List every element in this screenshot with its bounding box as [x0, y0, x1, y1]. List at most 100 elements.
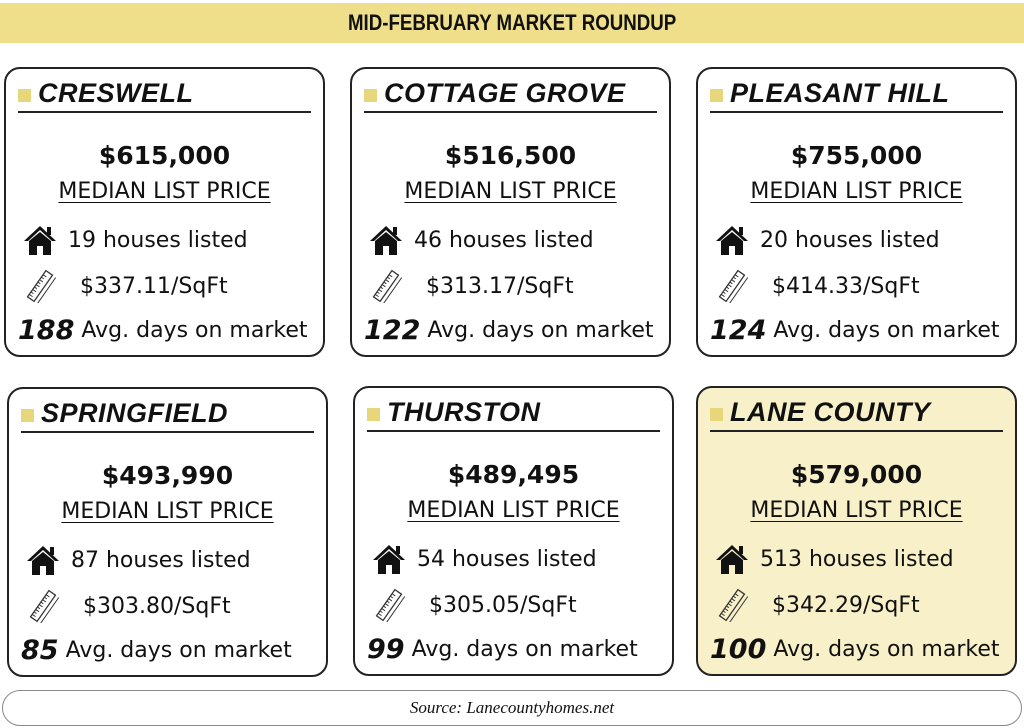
area-name: COTTAGE GROVE	[384, 77, 626, 108]
houses-listed: 20 houses listed	[760, 227, 940, 253]
card-header: LANE COUNTY	[710, 394, 1003, 432]
median-price-label-wrap: MEDIAN LIST PRICE	[355, 498, 672, 523]
ruler-icon	[25, 589, 61, 624]
median-price-label: MEDIAN LIST PRICE	[404, 179, 617, 204]
median-price-label: MEDIAN LIST PRICE	[58, 179, 271, 204]
card-header: CRESWELL	[18, 75, 311, 113]
price-per-sqft: $342.29/SqFt	[772, 592, 920, 618]
area-name: LANE COUNTY	[730, 396, 931, 427]
median-price-label-wrap: MEDIAN LIST PRICE	[698, 498, 1015, 523]
houses-row: 54 houses listed	[371, 542, 664, 576]
median-price: $615,000	[98, 141, 231, 170]
title-banner: MID-FEBRUARY MARKET ROUNDUP	[0, 3, 1024, 43]
square-bullet-icon	[364, 88, 377, 102]
median-price: $493,990	[101, 461, 234, 490]
houses-row: 46 houses listed	[368, 223, 661, 257]
sqft-row: $414.33/SqFt	[714, 269, 1007, 304]
ruler-icon	[368, 269, 404, 304]
days-on-market: 124	[710, 315, 767, 346]
source-text: Source: Lanecountyhomes.net	[409, 698, 615, 717]
days-on-market: 99	[367, 634, 405, 665]
median-price-label-wrap: MEDIAN LIST PRICE	[6, 179, 323, 204]
square-bullet-icon	[710, 88, 723, 102]
market-card: COTTAGE GROVE $516,500 MEDIAN LIST PRICE…	[350, 67, 671, 357]
median-price: $579,000	[790, 460, 923, 489]
houses-row: 513 houses listed	[714, 542, 1007, 576]
houses-listed: 19 houses listed	[68, 227, 248, 253]
card-header: PLEASANT HILL	[710, 75, 1003, 113]
price-per-sqft: $414.33/SqFt	[772, 273, 920, 299]
market-card: CRESWELL $615,000 MEDIAN LIST PRICE 19 h…	[4, 67, 325, 357]
days-on-market: 188	[18, 315, 75, 346]
card-header: COTTAGE GROVE	[364, 75, 657, 113]
price-per-sqft: $303.80/SqFt	[83, 593, 231, 619]
houses-row: 20 houses listed	[714, 223, 1007, 257]
area-name: THURSTON	[387, 396, 541, 427]
days-on-market: 100	[710, 634, 767, 665]
house-icon	[22, 223, 58, 257]
houses-row: 19 houses listed	[22, 223, 315, 257]
market-card: LANE COUNTY $579,000 MEDIAN LIST PRICE 5…	[696, 386, 1017, 676]
market-card: SPRINGFIELD $493,990 MEDIAN LIST PRICE 8…	[7, 387, 328, 677]
square-bullet-icon	[21, 408, 34, 422]
days-row: 85 Avg. days on market	[21, 635, 318, 666]
area-name: CRESWELL	[38, 77, 194, 108]
days-label: Avg. days on market	[65, 638, 292, 663]
median-price: $755,000	[790, 141, 923, 170]
square-bullet-icon	[710, 407, 723, 421]
days-label: Avg. days on market	[773, 637, 1000, 662]
median-price-label: MEDIAN LIST PRICE	[407, 498, 620, 523]
area-name: SPRINGFIELD	[41, 397, 229, 428]
median-price-label-wrap: MEDIAN LIST PRICE	[352, 179, 669, 204]
houses-listed: 54 houses listed	[417, 546, 597, 572]
days-row: 122 Avg. days on market	[364, 315, 661, 346]
market-card: PLEASANT HILL $755,000 MEDIAN LIST PRICE…	[696, 67, 1017, 357]
page-title: MID-FEBRUARY MARKET ROUNDUP	[347, 10, 677, 35]
price-per-sqft: $313.17/SqFt	[426, 273, 574, 299]
area-name: PLEASANT HILL	[730, 77, 950, 108]
sqft-row: $313.17/SqFt	[368, 269, 661, 304]
median-price: $489,495	[447, 460, 580, 489]
median-price: $516,500	[444, 141, 577, 170]
days-on-market: 85	[21, 635, 59, 666]
sqft-row: $303.80/SqFt	[25, 589, 318, 624]
days-row: 188 Avg. days on market	[18, 315, 315, 346]
house-icon	[368, 223, 404, 257]
house-icon	[25, 543, 61, 577]
ruler-icon	[714, 269, 750, 304]
houses-row: 87 houses listed	[25, 543, 318, 577]
median-price-label-wrap: MEDIAN LIST PRICE	[9, 499, 326, 524]
ruler-icon	[22, 269, 58, 304]
ruler-icon	[371, 588, 407, 623]
card-header: SPRINGFIELD	[21, 395, 314, 433]
sqft-row: $305.05/SqFt	[371, 588, 664, 623]
days-label: Avg. days on market	[773, 318, 1000, 343]
houses-listed: 513 houses listed	[760, 546, 954, 572]
sqft-row: $342.29/SqFt	[714, 588, 1007, 623]
median-price-label: MEDIAN LIST PRICE	[750, 179, 963, 204]
price-per-sqft: $305.05/SqFt	[429, 592, 577, 618]
days-row: 124 Avg. days on market	[710, 315, 1007, 346]
house-icon	[714, 223, 750, 257]
house-icon	[714, 542, 750, 576]
houses-listed: 87 houses listed	[71, 547, 251, 573]
days-row: 100 Avg. days on market	[710, 634, 1007, 665]
market-card: THURSTON $489,495 MEDIAN LIST PRICE 54 h…	[353, 386, 674, 676]
days-row: 99 Avg. days on market	[367, 634, 664, 665]
house-icon	[371, 542, 407, 576]
median-price-label: MEDIAN LIST PRICE	[61, 499, 274, 524]
ruler-icon	[714, 588, 750, 623]
source-footer: Source: Lanecountyhomes.net	[2, 690, 1022, 726]
price-per-sqft: $337.11/SqFt	[80, 273, 228, 299]
days-label: Avg. days on market	[427, 318, 654, 343]
square-bullet-icon	[18, 88, 31, 102]
days-label: Avg. days on market	[411, 637, 638, 662]
square-bullet-icon	[367, 407, 380, 421]
days-on-market: 122	[364, 315, 421, 346]
days-label: Avg. days on market	[81, 318, 308, 343]
sqft-row: $337.11/SqFt	[22, 269, 315, 304]
houses-listed: 46 houses listed	[414, 227, 594, 253]
card-header: THURSTON	[367, 394, 660, 432]
median-price-label: MEDIAN LIST PRICE	[750, 498, 963, 523]
median-price-label-wrap: MEDIAN LIST PRICE	[698, 179, 1015, 204]
